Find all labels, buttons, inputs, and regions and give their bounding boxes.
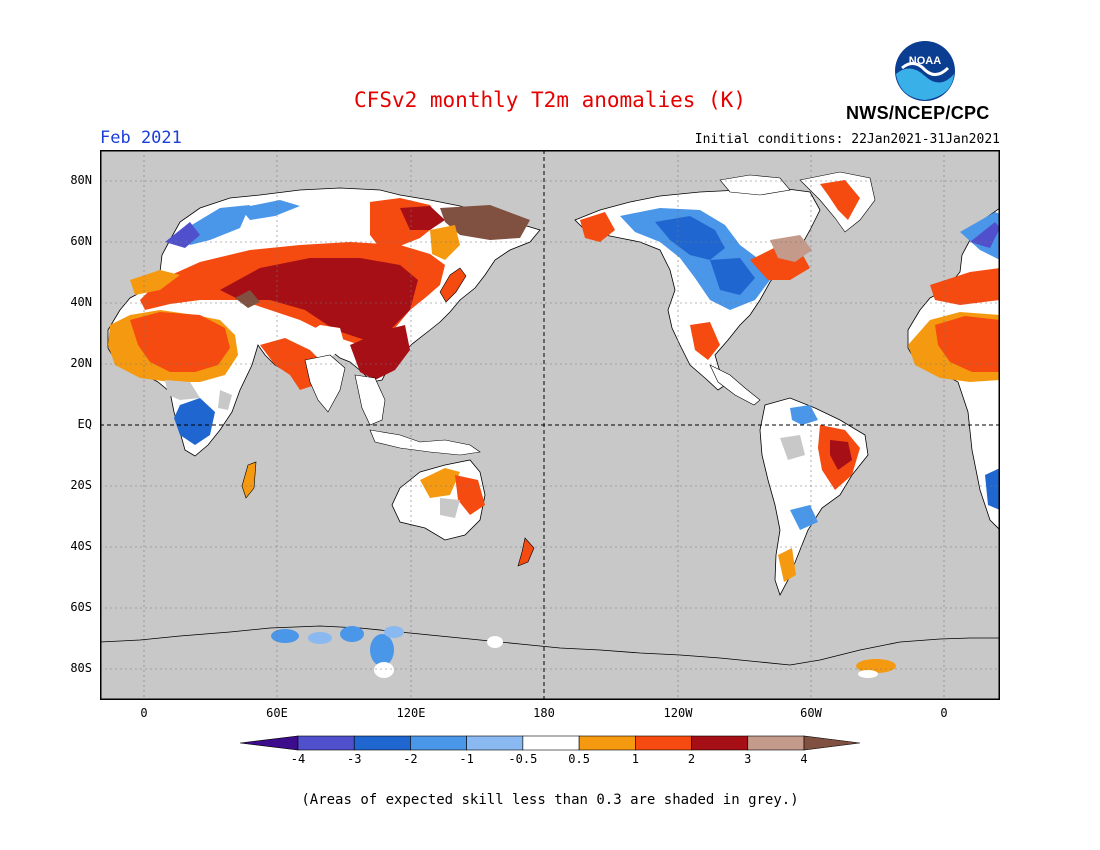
color-bar-segment [691,735,749,751]
wrap-anomalies [908,212,1000,510]
lat-label-80n: 80N [70,173,92,187]
initial-conditions: Initial conditions: 22Jan2021-31Jan2021 [694,132,1000,147]
color-bar-tick-label: 1 [631,752,639,766]
color-bar-tick-label: -0.5 [508,752,538,766]
antarctica-landmass [100,625,1000,700]
lon-label-180: 180 [533,706,555,720]
color-bar [240,735,861,751]
lon-label-0-east: 0 [940,706,948,720]
color-bar-segment [353,735,411,751]
lat-label-20n: 20N [70,356,92,370]
eurasia-anomalies [130,198,530,358]
lon-label-0: 0 [140,706,148,720]
lon-label-60e: 60E [266,706,288,720]
india-landmass [304,354,346,413]
lat-label-60s: 60S [70,600,92,614]
skill-footnote: (Areas of expected skill less than 0.3 a… [301,792,799,808]
lat-label-40n: 40N [70,295,92,309]
noaa-logo-text: NOAA [909,55,941,67]
madagascar-landmass [241,461,257,499]
map-border [100,150,1000,700]
color-bar-segment [747,735,805,751]
forecast-month: Feb 2021 [100,128,182,148]
color-bar-segment [578,735,636,751]
australia-anomalies [420,468,485,518]
color-bar-segment [466,735,524,751]
color-bar-segment [240,735,299,751]
lat-label-80s: 80S [70,661,92,675]
lat-label-40s: 40S [70,539,92,553]
antarctica-anomalies [271,626,896,678]
color-bar-segment [635,735,692,751]
color-bar-tick-label: 0.5 [568,752,590,766]
color-bar-segment [297,735,355,751]
east-asia-anomalies [350,325,410,380]
color-bar-tick-label: -1 [459,752,474,766]
arctic-islands [719,174,791,196]
anomaly-map-svg [100,150,1000,700]
lat-label-20s: 20S [70,478,92,492]
color-bar-tick-label: 3 [744,752,752,766]
lat-label-60n: 60N [70,234,92,248]
indochina-landmass [354,374,386,426]
agency-label: NWS/NCEP/CPC [846,103,990,123]
japan-landmass [439,267,467,303]
lon-label-60w: 60W [800,706,822,720]
greenland-anomalies [820,180,860,220]
color-bar-tick-label: -3 [346,752,362,766]
north-america-anomalies [580,208,812,360]
color-bar-segment [803,735,861,751]
map-title: CFSv2 monthly T2m anomalies (K) [354,88,746,112]
color-bar-segment [522,735,580,751]
color-bar-tick-label: -4 [290,752,306,766]
lon-label-120e: 120E [396,706,426,720]
anomaly-map [100,150,1000,700]
color-bar-tick-label: 4 [800,752,808,766]
color-bar-tick-label: -2 [403,752,418,766]
lat-label-eq: EQ [77,417,92,431]
noaa-logo: NOAA [894,40,956,102]
lon-label-120w: 120W [663,706,693,720]
maritime-continent [369,429,481,456]
color-bar-tick-label: 2 [687,752,696,766]
color-bar-segment [410,735,467,751]
central-america-landmass [709,364,761,406]
new-zealand-landmass [517,537,535,567]
south-america-anomalies [778,405,860,582]
